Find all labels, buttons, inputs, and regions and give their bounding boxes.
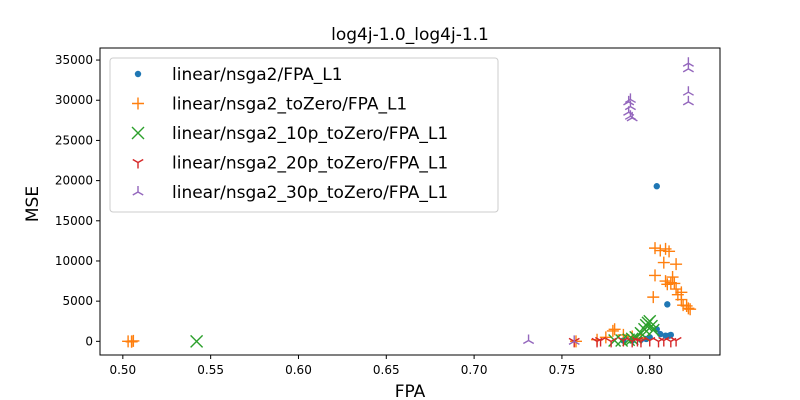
series-3	[190, 314, 660, 348]
x-tick-label: 0.65	[373, 363, 400, 377]
data-point	[522, 334, 535, 345]
legend-entry: linear/nsga2_toZero/FPA_L1	[132, 95, 407, 115]
legend-marker	[132, 97, 144, 110]
data-point	[615, 334, 629, 348]
data-point	[625, 332, 639, 346]
series-4	[568, 336, 682, 348]
legend-label: linear/nsga2_30p_toZero/FPA_L1	[172, 183, 448, 203]
data-point	[682, 57, 694, 67]
legend-label: linear/nsga2_20p_toZero/FPA_L1	[172, 154, 448, 174]
data-point	[125, 335, 138, 348]
data-point	[684, 303, 697, 316]
data-point	[667, 331, 675, 339]
data-point	[594, 336, 607, 347]
data-point	[670, 283, 683, 296]
data-point	[665, 337, 677, 348]
plot-area	[99, 47, 721, 356]
data-point	[663, 245, 676, 258]
y-tick-label: 35000	[55, 53, 93, 67]
data-point	[626, 111, 638, 122]
data-point	[652, 337, 665, 348]
data-point	[682, 302, 695, 315]
x-axis: 0.50 0.55 0.60 0.65 0.70 0.75 0.80	[109, 355, 663, 377]
y-tick-label: 5000	[62, 294, 93, 308]
legend-label: linear/nsga2_10p_toZero/FPA_L1	[172, 124, 448, 144]
x-axis-label: FPA	[395, 382, 426, 400]
data-point	[190, 334, 204, 348]
data-point	[670, 258, 683, 271]
data-point	[682, 86, 694, 96]
data-point	[643, 314, 657, 328]
data-point	[623, 106, 635, 116]
y-tick-label: 0	[85, 334, 93, 348]
data-point	[682, 62, 694, 73]
x-tick-label: 0.50	[109, 363, 136, 377]
legend-marker	[132, 158, 144, 169]
legend-marker	[132, 186, 144, 196]
legend-entry: linear/nsga2_20p_toZero/FPA_L1	[132, 154, 448, 174]
x-tick-label: 0.70	[461, 363, 488, 377]
legend: linear/nsga2/FPA_L1 linear/nsga2_toZero/F…	[109, 57, 499, 213]
legend-label: linear/nsga2/FPA_L1	[172, 65, 343, 85]
data-markers	[122, 57, 697, 348]
legend-marker	[134, 70, 142, 78]
data-point	[653, 183, 660, 190]
y-tick-label: 10000	[55, 254, 93, 268]
data-point	[624, 93, 636, 104]
data-point	[664, 301, 671, 308]
data-point	[608, 323, 621, 336]
data-point	[635, 337, 647, 348]
data-point	[605, 337, 617, 348]
data-point	[675, 293, 688, 306]
y-tick-label: 15000	[55, 214, 93, 228]
data-point	[647, 291, 660, 304]
y-tick-label: 25000	[55, 133, 93, 147]
legend-box	[109, 57, 499, 213]
y-tick-label: 20000	[55, 174, 93, 188]
data-point	[670, 336, 682, 347]
y-axis: 0 5000 10000 15000 20000 25000 30000 35000	[55, 53, 100, 348]
legend-marker	[131, 126, 145, 140]
y-axis-label: MSE	[23, 186, 43, 222]
legend-label: linear/nsga2_toZero/FPA_L1	[172, 95, 407, 115]
data-point	[654, 244, 667, 257]
data-point	[682, 95, 694, 106]
x-tick-label: 0.60	[285, 363, 312, 377]
data-point	[666, 271, 679, 284]
data-point	[649, 269, 662, 282]
legend-entry: linear/nsga2_10p_toZero/FPA_L1	[131, 124, 448, 144]
x-tick-label: 0.75	[549, 363, 576, 377]
data-point	[649, 242, 662, 255]
data-point	[646, 323, 660, 337]
data-point	[569, 335, 582, 348]
chart-title: log4j-1.0_log4j-1.1	[331, 25, 489, 45]
x-tick-label: 0.55	[197, 363, 224, 377]
data-point	[568, 337, 580, 348]
data-point	[668, 277, 681, 290]
data-point	[657, 256, 670, 269]
data-point	[606, 324, 619, 337]
data-point	[624, 100, 636, 111]
y-tick-label: 30000	[55, 93, 93, 107]
data-point	[659, 275, 672, 288]
series-5	[522, 57, 694, 345]
legend-entry: linear/nsga2_30p_toZero/FPA_L1	[132, 183, 448, 203]
data-point	[568, 335, 580, 345]
legend-entry: linear/nsga2/FPA_L1	[134, 65, 343, 85]
x-tick-label: 0.80	[636, 363, 663, 377]
data-point	[599, 331, 612, 344]
plot-frame	[99, 47, 721, 356]
